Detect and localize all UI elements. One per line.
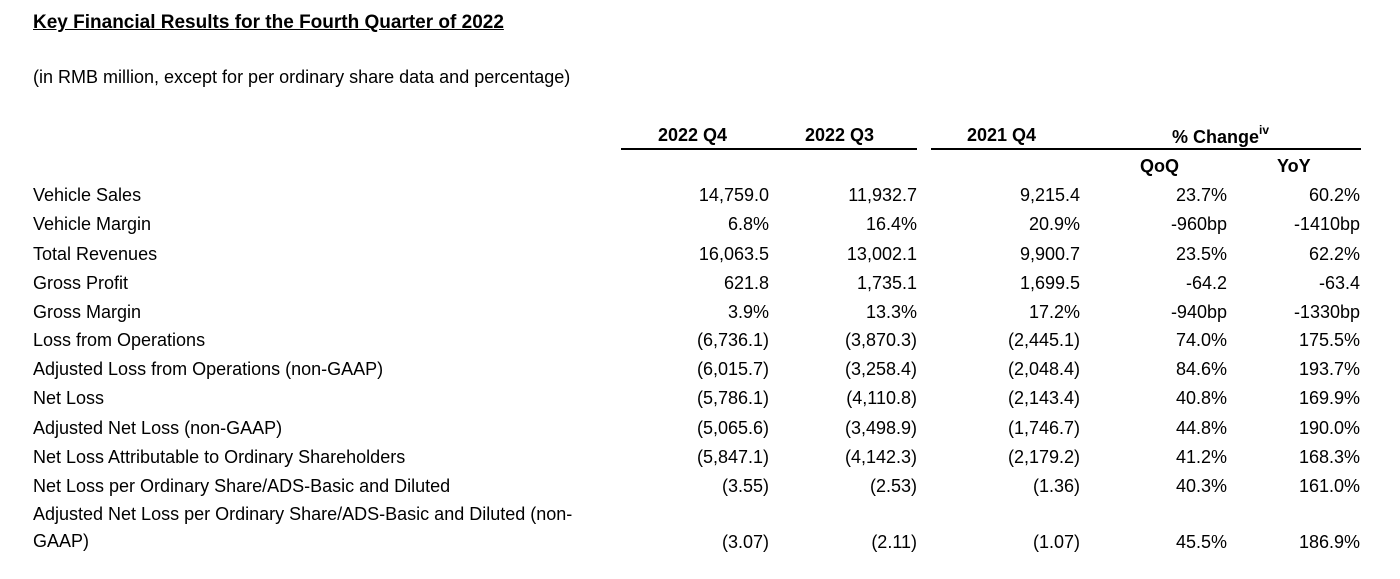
cell-2022-q3: (2.53) <box>869 476 917 496</box>
cell-2022-q4: (3.07) <box>721 532 769 552</box>
table-row: Net Loss Attributable to Ordinary Shareh… <box>0 443 1400 472</box>
cell-yoy: -1330bp <box>1293 302 1360 322</box>
cell-2021-q4: 1,699.5 <box>1019 273 1080 293</box>
cell-2021-q4: (1.36) <box>1032 476 1080 496</box>
cell-2022-q4: 621.8 <box>723 273 769 293</box>
cell-2022-q4: 16,063.5 <box>698 244 769 264</box>
cell-qoq: 40.8% <box>1175 388 1227 408</box>
table-row: Net Loss per Ordinary Share/ADS-Basic an… <box>0 472 1400 501</box>
cell-2022-q4: (5,847.1) <box>696 447 769 467</box>
cell-qoq: 45.5% <box>1175 532 1227 552</box>
header-rule-2022 <box>621 148 917 150</box>
row-label: Vehicle Sales <box>33 185 142 205</box>
cell-2021-q4: 9,215.4 <box>1019 185 1080 205</box>
cell-2022-q3: (4,142.3) <box>844 447 917 467</box>
row-label: Adjusted Net Loss (non-GAAP) <box>33 418 283 438</box>
header-2022-q3: 2022 Q3 <box>805 125 875 145</box>
table-row: Net Loss (5,786.1) (4,110.8) (2,143.4) 4… <box>0 384 1400 413</box>
title-part-2: for the Fourth Quarter of 2022 <box>234 12 504 33</box>
cell-2022-q3: (3,870.3) <box>844 330 917 350</box>
cell-2022-q3: (4,110.8) <box>846 388 917 408</box>
cell-qoq: 41.2% <box>1175 447 1227 467</box>
cell-2022-q4: 14,759.0 <box>698 185 769 205</box>
cell-yoy: 190.0% <box>1298 418 1360 438</box>
cell-yoy: 161.0% <box>1298 476 1360 496</box>
cell-qoq: 74.0% <box>1175 330 1227 350</box>
table-row: Adjusted Net Loss (non-GAAP) (5,065.6) (… <box>0 414 1400 443</box>
table-row: Adjusted Loss from Operations (non-GAAP)… <box>0 355 1400 384</box>
cell-yoy: 62.2% <box>1308 244 1360 264</box>
cell-qoq: 23.7% <box>1175 185 1227 205</box>
cell-2022-q4: 6.8% <box>727 214 769 234</box>
cell-2021-q4: 20.9% <box>1028 214 1080 234</box>
title-part-1: Key Financial Results <box>33 12 230 33</box>
cell-qoq: -940bp <box>1170 302 1227 322</box>
cell-yoy: 60.2% <box>1308 185 1360 205</box>
page-title: Key Financial Results for the Fourth Qua… <box>33 12 504 34</box>
cell-2022-q3: 1,735.1 <box>856 273 917 293</box>
row-label: Gross Margin <box>33 302 142 322</box>
cell-qoq: 44.8% <box>1175 418 1227 438</box>
header-pct-change-footnote: iv <box>1259 123 1270 137</box>
table-row: Vehicle Margin 6.8% 16.4% 20.9% -960bp -… <box>0 210 1400 239</box>
cell-2022-q4: (5,786.1) <box>696 388 769 408</box>
cell-2022-q3: (3,258.4) <box>844 359 917 379</box>
header-pct-change-label: % Change <box>1172 127 1260 147</box>
cell-yoy: -1410bp <box>1293 214 1360 234</box>
cell-2022-q3: (2.11) <box>871 532 917 552</box>
cell-yoy: 186.9% <box>1298 532 1360 552</box>
cell-2022-q4: (5,065.6) <box>696 418 769 438</box>
cell-2021-q4: (2,179.2) <box>1007 447 1080 467</box>
row-label: Net Loss per Ordinary Share/ADS-Basic an… <box>33 476 451 496</box>
table-row: Loss from Operations (6,736.1) (3,870.3)… <box>0 326 1400 355</box>
cell-2021-q4: 9,900.7 <box>1019 244 1080 264</box>
cell-2021-q4: (1.07) <box>1032 532 1080 552</box>
row-label: Gross Profit <box>33 273 129 293</box>
table-row: Adjusted Net Loss per Ordinary Share/ADS… <box>0 501 1400 557</box>
cell-2022-q4: (6,736.1) <box>696 330 769 350</box>
cell-yoy: -63.4 <box>1318 273 1360 293</box>
cell-qoq: -64.2 <box>1185 273 1227 293</box>
cell-yoy: 168.3% <box>1298 447 1360 467</box>
cell-qoq: -960bp <box>1170 214 1227 234</box>
cell-yoy: 193.7% <box>1298 359 1360 379</box>
header-pct-change: % Changeiv <box>1172 123 1270 148</box>
table-row: Vehicle Sales 14,759.0 11,932.7 9,215.4 … <box>0 181 1400 210</box>
cell-2022-q3: 13,002.1 <box>846 244 917 264</box>
cell-2021-q4: 17.2% <box>1028 302 1080 322</box>
cell-2022-q3: 16.4% <box>865 214 917 234</box>
row-label: Net Loss Attributable to Ordinary Shareh… <box>33 447 406 467</box>
row-label: Adjusted Loss from Operations (non-GAAP) <box>33 359 384 379</box>
row-label: Loss from Operations <box>33 330 206 350</box>
cell-2022-q4: 3.9% <box>727 302 769 322</box>
header-2022-q4: 2022 Q4 <box>658 125 728 145</box>
header-2021-q4: 2021 Q4 <box>967 125 1037 145</box>
header-yoy: YoY <box>1277 156 1311 176</box>
cell-2022-q4: (3.55) <box>721 476 769 496</box>
cell-qoq: 40.3% <box>1175 476 1227 496</box>
table-row: Gross Margin 3.9% 13.3% 17.2% -940bp -13… <box>0 298 1400 327</box>
cell-2021-q4: (1,746.7) <box>1007 418 1080 438</box>
cell-2022-q3: (3,498.9) <box>844 418 917 438</box>
row-label: Vehicle Margin <box>33 214 152 234</box>
subtitle: (in RMB million, except for per ordinary… <box>33 67 571 87</box>
row-label: Net Loss <box>33 388 105 408</box>
cell-2021-q4: (2,048.4) <box>1007 359 1080 379</box>
cell-2022-q3: 11,932.7 <box>848 185 917 205</box>
row-label: Adjusted Net Loss per Ordinary Share/ADS… <box>33 504 573 551</box>
cell-yoy: 175.5% <box>1298 330 1360 350</box>
cell-2022-q4: (6,015.7) <box>696 359 769 379</box>
header-qoq: QoQ <box>1140 156 1179 176</box>
cell-2021-q4: (2,445.1) <box>1007 330 1080 350</box>
row-label: Total Revenues <box>33 244 158 264</box>
cell-2022-q3: 13.3% <box>865 302 917 322</box>
cell-2021-q4: (2,143.4) <box>1007 388 1080 408</box>
cell-yoy: 169.9% <box>1298 388 1360 408</box>
cell-qoq: 23.5% <box>1175 244 1227 264</box>
cell-qoq: 84.6% <box>1175 359 1227 379</box>
header-rule-2021-change <box>931 148 1361 150</box>
table-row: Gross Profit 621.8 1,735.1 1,699.5 -64.2… <box>0 269 1400 298</box>
table-row: Total Revenues 16,063.5 13,002.1 9,900.7… <box>0 240 1400 269</box>
